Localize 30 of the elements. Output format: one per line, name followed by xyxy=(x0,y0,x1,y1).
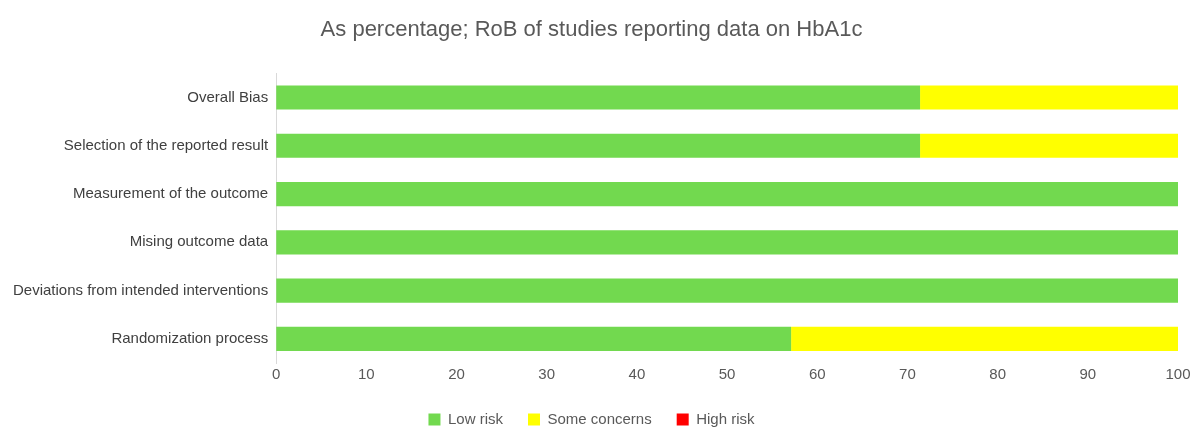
x-tick-label: 60 xyxy=(808,365,826,383)
y-tick-label: Measurement of the outcome xyxy=(73,184,269,202)
bar xyxy=(791,326,1178,351)
bar xyxy=(276,326,792,351)
x-tick-label: 0 xyxy=(271,365,281,383)
x-tick-label: 100 xyxy=(1165,365,1191,383)
legend-label: High risk xyxy=(696,409,756,427)
x-tick-label: 30 xyxy=(538,365,556,383)
bar xyxy=(920,133,1178,158)
x-tick-label: 20 xyxy=(448,365,465,383)
legend-label: Low risk xyxy=(447,409,504,427)
bar xyxy=(276,182,1178,207)
chart-title: As percentage; RoB of studies reporting data on HbA1c xyxy=(320,16,863,42)
legend-label: Some concerns xyxy=(547,409,652,427)
y-tick-label: Selection of the reported result xyxy=(63,135,269,153)
y-tick-label: Randomization process xyxy=(111,329,269,347)
x-tick-label: 80 xyxy=(989,365,1006,383)
y-tick-label: Overall Bias xyxy=(187,87,269,105)
y-tick-label: Mising outcome data xyxy=(129,232,269,250)
bar xyxy=(276,133,921,158)
bar xyxy=(276,230,1178,255)
x-tick-label: 90 xyxy=(1079,365,1097,383)
x-tick-label: 50 xyxy=(718,365,736,383)
bar xyxy=(276,278,1178,303)
x-tick-label: 70 xyxy=(899,365,916,383)
x-tick-label: 40 xyxy=(628,365,646,383)
x-tick-label: 10 xyxy=(357,365,375,383)
bar xyxy=(920,85,1178,110)
y-tick-label: Deviations from intended interventions xyxy=(13,280,269,298)
bar xyxy=(276,85,921,110)
